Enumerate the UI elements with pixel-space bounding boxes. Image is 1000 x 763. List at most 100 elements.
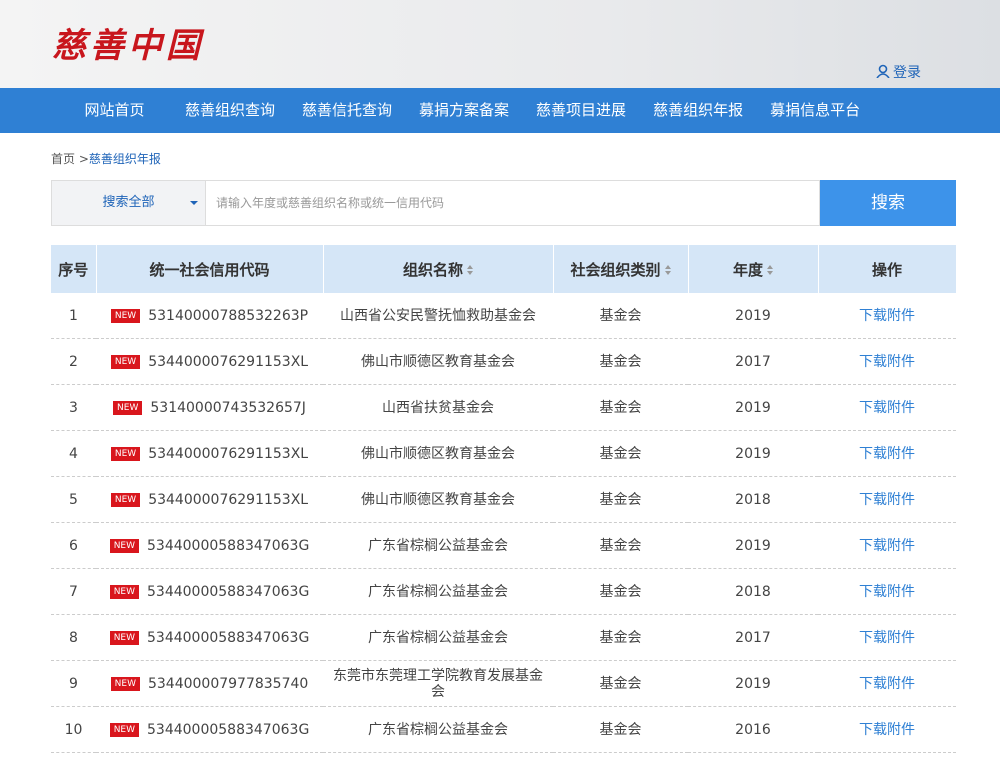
org-name: 佛山市顺德区教育基金会: [323, 430, 553, 477]
download-link[interactable]: 下载附件: [859, 399, 915, 416]
column-header: 统一社会信用代码: [96, 245, 324, 293]
nav-item[interactable]: 慈善项目进展: [536, 101, 627, 119]
action-cell: 下载附件: [818, 706, 956, 753]
nav-item[interactable]: 慈善组织查询: [185, 101, 276, 119]
org-name: 佛山市顺德区教育基金会: [323, 338, 553, 385]
new-badge: NEW: [110, 676, 140, 691]
year: 2019: [688, 522, 818, 569]
scope-dropdown[interactable]: 搜索全部: [51, 180, 206, 226]
download-link[interactable]: 下载附件: [859, 353, 915, 370]
search-input[interactable]: 请输入年度或慈善组织名称或统一信用代码: [206, 180, 820, 226]
credit-code-cell: NEW 53440000588347063G: [96, 706, 323, 753]
org-category: 基金会: [553, 568, 688, 615]
org-name: 广东省棕榈公益基金会: [323, 706, 553, 753]
row-number: 2: [51, 338, 96, 385]
org-category: 基金会: [553, 660, 688, 707]
year: 2017: [688, 338, 818, 385]
year: 2019: [688, 384, 818, 431]
credit-code: 534400007977835740: [147, 675, 309, 692]
logo[interactable]: 慈善中国: [52, 26, 204, 66]
column-header[interactable]: 年度: [688, 245, 819, 293]
org-category: 基金会: [553, 522, 688, 569]
breadcrumb: 首页 >慈善组织年报: [51, 150, 161, 167]
new-badge: NEW: [113, 400, 143, 415]
credit-code: 53440000588347063G: [147, 721, 310, 738]
org-category: 基金会: [553, 614, 688, 661]
org-name: 广东省棕榈公益基金会: [323, 568, 553, 615]
sort-icon[interactable]: [767, 265, 773, 275]
table-row: 5 NEW 5344000076291153XL 佛山市顺德区教育基金会 基金会 2018…: [51, 476, 956, 523]
org-category: 基金会: [553, 430, 688, 477]
download-link[interactable]: 下载附件: [859, 445, 915, 462]
credit-code-cell: NEW 53440000588347063G: [96, 614, 323, 661]
row-number: 10: [51, 706, 96, 753]
year: 2019: [688, 430, 818, 477]
crumb-home[interactable]: 首页: [51, 152, 76, 166]
download-link[interactable]: 下载附件: [859, 675, 915, 692]
nav-item[interactable]: 募捐信息平台: [770, 101, 861, 119]
login[interactable]: 登录: [893, 65, 921, 81]
credit-code-cell: NEW 5344000076291153XL: [96, 476, 323, 523]
table-row: 10 NEW 53440000588347063G 广东省棕榈公益基金会 基金会 2016…: [51, 706, 956, 753]
credit-code: 53140000743532657J: [150, 399, 306, 416]
nav-item[interactable]: 慈善信托查询: [302, 101, 393, 119]
org-name: 佛山市顺德区教育基金会: [323, 476, 553, 523]
nav-item[interactable]: 募捐方案备案: [419, 101, 510, 119]
sort-icon[interactable]: [467, 265, 473, 275]
year: 2019: [688, 660, 818, 707]
year: 2017: [688, 614, 818, 661]
login-link[interactable]: [876, 63, 890, 82]
crumb-current: 慈善组织年报: [88, 152, 161, 166]
table-row: 6 NEW 53440000588347063G 广东省棕榈公益基金会 基金会 2019 下…: [51, 522, 956, 569]
org-name: 东莞市东莞理工学院教育发展基金会: [323, 660, 553, 707]
credit-code: 5344000076291153XL: [148, 491, 309, 508]
crumb-sep: >: [78, 152, 89, 166]
credit-code-cell: NEW 53140000788532263P: [96, 293, 323, 339]
row-number: 7: [51, 568, 96, 615]
row-number: 1: [51, 293, 96, 339]
header-label: 序号: [58, 260, 89, 279]
credit-code: 53440000588347063G: [147, 629, 310, 646]
year: 2019: [688, 293, 818, 339]
org-category: 基金会: [553, 384, 688, 431]
row-number: 3: [51, 384, 96, 431]
download-link[interactable]: 下载附件: [859, 307, 915, 324]
nav-item[interactable]: 慈善组织年报: [653, 101, 744, 119]
credit-code-cell: NEW 53140000743532657J: [96, 384, 323, 431]
search-button[interactable]: 搜索: [820, 180, 956, 226]
credit-code-cell: NEW 5344000076291153XL: [96, 338, 323, 385]
download-link[interactable]: 下载附件: [859, 537, 915, 554]
nav-item[interactable]: 网站首页: [84, 101, 145, 119]
report-table: 序号 统一社会信用代码 组织名称 社会组织类别 年度 操作 1 NEW 53140000788…: [51, 245, 957, 753]
new-badge: NEW: [110, 492, 141, 507]
table-row: 3 NEW 53140000743532657J 山西省扶贫基金会 基金会 2019 下载附…: [51, 384, 956, 431]
org-category: 基金会: [553, 293, 688, 339]
org-category: 基金会: [553, 338, 688, 385]
download-link[interactable]: 下载附件: [859, 629, 915, 646]
row-number: 9: [51, 660, 96, 707]
download-link[interactable]: 下载附件: [859, 583, 915, 600]
new-badge: NEW: [109, 630, 140, 645]
org-name: 广东省棕榈公益基金会: [323, 522, 553, 569]
table-row: 9 NEW 534400007977835740 东莞市东莞理工学院教育发展基金会 基金…: [51, 660, 956, 707]
column-header[interactable]: 社会组织类别: [553, 245, 689, 293]
search-bar: 搜索全部 请输入年度或慈善组织名称或统一信用代码 搜索: [51, 180, 956, 226]
column-header[interactable]: 组织名称: [323, 245, 554, 293]
header-label: 年度: [732, 260, 763, 279]
action-cell: 下载附件: [818, 568, 956, 615]
org-category: 基金会: [553, 476, 688, 523]
header-label: 组织名称: [402, 260, 463, 279]
org-category: 基金会: [553, 706, 688, 753]
credit-code: 53440000588347063G: [147, 537, 310, 554]
download-link[interactable]: 下载附件: [859, 721, 915, 738]
action-cell: 下载附件: [818, 293, 956, 339]
sort-icon[interactable]: [664, 265, 671, 275]
action-cell: 下载附件: [818, 476, 956, 523]
year: 2018: [688, 476, 818, 523]
table-row: 7 NEW 53440000588347063G 广东省棕榈公益基金会 基金会 2018 下…: [51, 568, 956, 615]
download-link[interactable]: 下载附件: [859, 491, 915, 508]
nav-bar: 网站首页 慈善组织查询 慈善信托查询 募捐方案备案 慈善项目进展 慈善组织年报 募捐信息平台: [0, 88, 1000, 133]
credit-code-cell: NEW 5344000076291153XL: [96, 430, 323, 477]
year: 2016: [688, 706, 818, 753]
action-cell: 下载附件: [818, 384, 956, 431]
